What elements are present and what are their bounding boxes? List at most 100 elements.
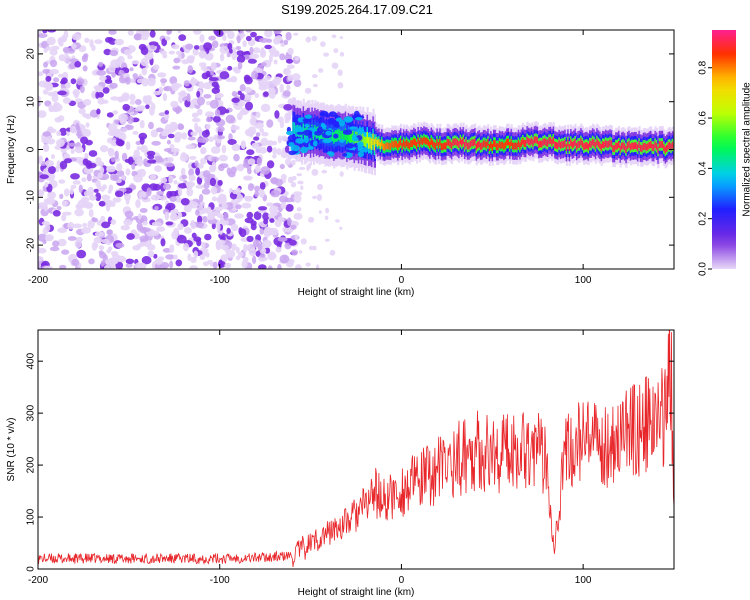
noise-blob	[317, 183, 323, 191]
noise-blob	[288, 239, 297, 246]
noise-blob	[141, 227, 151, 232]
noise-blob	[110, 174, 120, 181]
signal-mark	[490, 141, 493, 149]
noise-blob	[121, 175, 126, 180]
signal-mark	[568, 144, 571, 151]
signal-mark	[639, 144, 642, 152]
signal-mark	[514, 142, 517, 150]
signal-mark	[434, 142, 438, 150]
noise-blob	[232, 66, 240, 72]
signal-blob	[290, 145, 300, 152]
noise-blob	[123, 219, 133, 226]
noise-blob	[93, 236, 103, 244]
noise-blob	[209, 177, 217, 187]
signal-mark	[500, 141, 503, 149]
noise-blob	[138, 168, 146, 178]
noise-blob	[187, 136, 196, 141]
noise-blob	[86, 173, 92, 182]
noise-blob	[82, 54, 88, 60]
signal-mark	[493, 140, 496, 147]
noise-blob	[211, 196, 217, 202]
noise-blob	[118, 113, 128, 123]
noise-blob	[81, 177, 87, 182]
colorbar-tick-label: 0.4	[698, 161, 709, 175]
noise-blob	[178, 95, 184, 104]
signal-blob	[325, 130, 332, 136]
noise-blob	[200, 148, 206, 155]
noise-blob	[293, 79, 302, 87]
noise-blob	[190, 79, 196, 87]
signal-mark	[402, 139, 406, 147]
noise-blob	[85, 160, 93, 170]
signal-mark	[636, 144, 640, 152]
noise-blob	[72, 89, 80, 97]
noise-blob	[195, 184, 205, 189]
noise-blob	[251, 118, 256, 126]
noise-blob	[47, 126, 54, 132]
signal-mark	[378, 138, 381, 146]
signal-blob	[328, 151, 335, 157]
noise-blob	[284, 118, 290, 124]
noise-blob	[114, 38, 124, 46]
colorbar-tick-label: 0.0	[698, 262, 709, 276]
signal-mark	[458, 141, 461, 148]
noise-blob	[227, 42, 233, 50]
noise-blob	[286, 84, 291, 91]
noise-blob	[64, 81, 71, 89]
signal-mark	[648, 141, 651, 149]
noise-blob	[308, 216, 315, 223]
signal-mark	[516, 142, 519, 150]
noise-blob	[163, 86, 169, 91]
noise-blob	[177, 124, 185, 130]
signal-mark	[350, 131, 353, 143]
noise-blob	[87, 220, 95, 229]
noise-blob	[339, 51, 345, 57]
noise-blob	[110, 156, 116, 163]
signal-mark	[388, 142, 391, 150]
noise-blob	[235, 165, 245, 171]
noise-blob	[239, 93, 245, 101]
noise-blob	[174, 131, 183, 140]
noise-blob	[126, 233, 135, 240]
noise-blob	[114, 119, 120, 125]
noise-blob	[331, 34, 337, 39]
noise-blob	[205, 101, 211, 106]
noise-blob	[261, 131, 269, 137]
signal-mark	[557, 142, 560, 150]
noise-blob	[88, 209, 94, 218]
noise-blob	[320, 41, 326, 47]
signal-mark	[395, 140, 398, 148]
signal-mark	[475, 143, 478, 151]
noise-blob	[337, 82, 344, 89]
noise-blob	[120, 127, 128, 133]
noise-blob	[136, 78, 143, 84]
noise-blob	[186, 187, 194, 197]
signal-mark	[620, 142, 624, 150]
noise-blob	[268, 213, 275, 219]
noise-blob	[131, 60, 140, 65]
noise-blob	[148, 121, 154, 130]
noise-blob	[296, 207, 302, 212]
noise-blob	[293, 32, 299, 36]
noise-blob	[243, 243, 248, 253]
noise-blob	[312, 245, 317, 251]
noise-blob	[136, 105, 146, 110]
noise-blob	[210, 62, 217, 71]
signal-mark	[581, 140, 584, 148]
noise-blob	[110, 96, 119, 101]
noise-blob	[112, 110, 119, 115]
noise-blob	[225, 114, 235, 124]
noise-blob	[84, 37, 90, 43]
noise-blob	[295, 264, 302, 269]
noise-blob	[236, 193, 244, 202]
signal-mark	[404, 141, 407, 149]
noise-blob	[244, 76, 253, 85]
noise-blob	[201, 72, 209, 80]
noise-blob	[219, 236, 226, 241]
noise-blob	[82, 65, 88, 72]
noise-blob	[42, 144, 50, 153]
noise-blob	[208, 165, 217, 171]
signal-blob	[293, 116, 298, 123]
noise-blob	[204, 233, 212, 241]
noise-blob	[277, 135, 282, 144]
